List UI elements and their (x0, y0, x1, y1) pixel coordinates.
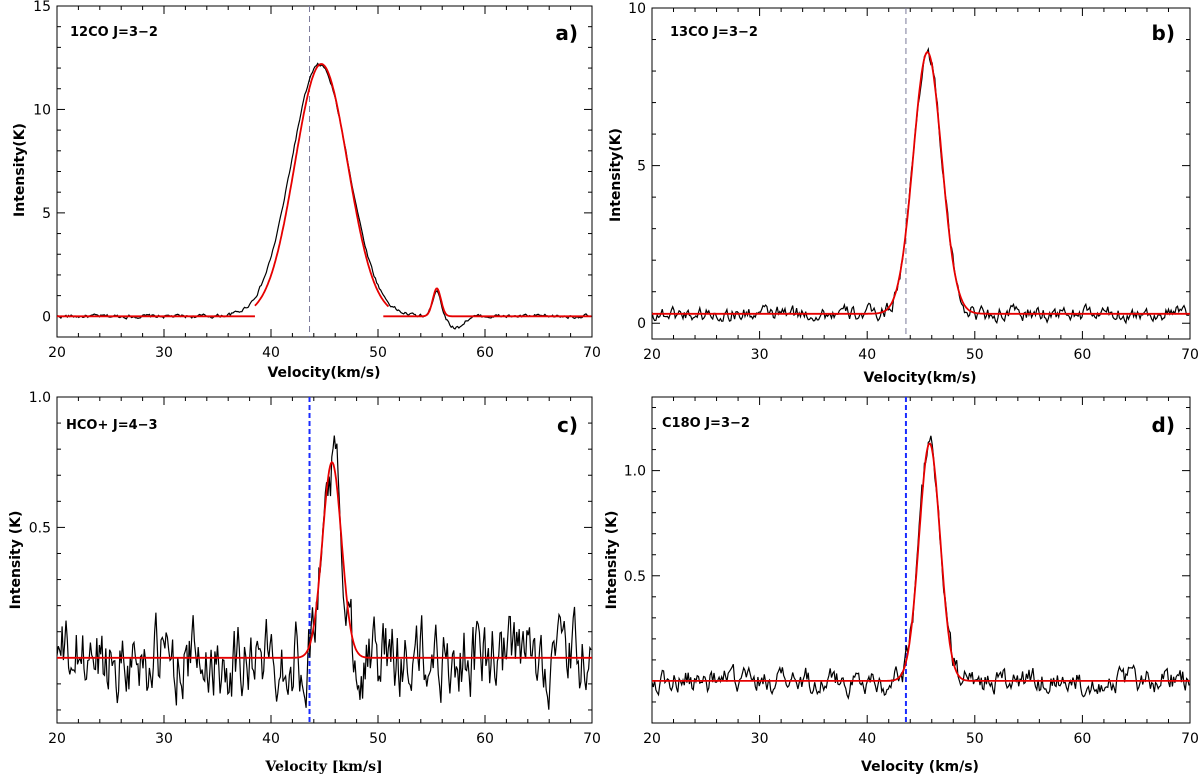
observed-spectrum (651, 435, 1190, 700)
gaussian-fit-curve (57, 461, 592, 659)
x-tick-label: 30 (751, 347, 769, 363)
y-tick-label: 15 (33, 0, 51, 15)
panel-c: HCO+ J=4−3 c) Velocity [km/s] Intensity … (8, 390, 601, 775)
panel-a-title: 12CO J=3−2 (70, 25, 158, 40)
x-tick-label: 40 (858, 731, 876, 747)
panel-b-xlabel: Velocity(km/s) (863, 370, 976, 386)
x-tick-label: 20 (48, 345, 66, 361)
x-tick-label: 60 (476, 731, 494, 747)
x-tick-label: 70 (1181, 347, 1199, 363)
x-tick-label: 20 (643, 347, 661, 363)
x-tick-label: 20 (48, 731, 66, 747)
panel-a-frame (56, 5, 593, 338)
x-tick-label: 20 (643, 731, 661, 747)
x-tick-label: 50 (369, 345, 387, 361)
panel-d-xlabel: Velocity (km/s) (861, 759, 979, 775)
x-tick-label: 50 (369, 731, 387, 747)
gaussian-fit-curve (652, 51, 1190, 315)
x-tick-label: 60 (476, 345, 494, 361)
x-tick-label: 40 (858, 347, 876, 363)
panel-a-letter: a) (555, 21, 578, 45)
panel-c-title: HCO+ J=4−3 (66, 418, 158, 433)
gaussian-fit-curve (652, 442, 1190, 682)
y-tick-label: 0.5 (624, 569, 646, 585)
panel-b-letter: b) (1152, 21, 1175, 45)
panel-a-xlabel: Velocity(km/s) (267, 365, 380, 381)
panel-b-ylabel: Intensity(K) (608, 128, 624, 222)
observed-spectrum (56, 62, 592, 330)
panel-c-ylabel: Intensity (K) (8, 511, 24, 610)
x-tick-label: 60 (1073, 731, 1091, 747)
panel-d: C18O J=3−2 d) Velocity (km/s) Intensity … (604, 396, 1199, 775)
x-tick-label: 40 (262, 345, 280, 361)
y-tick-label: 1.0 (29, 390, 51, 406)
x-tick-label: 70 (1181, 731, 1199, 747)
x-tick-label: 40 (262, 731, 280, 747)
panel-d-letter: d) (1152, 413, 1175, 437)
y-tick-label: 0.5 (29, 520, 51, 536)
panel-c-letter: c) (557, 413, 578, 437)
panel-a: 12CO J=3−2 a) Velocity(km/s) Intensity(K… (12, 0, 601, 381)
panel-b-frame (651, 7, 1191, 340)
x-tick-label: 70 (583, 731, 601, 747)
x-tick-label: 70 (583, 345, 601, 361)
x-tick-label: 30 (155, 345, 173, 361)
panel-d-title: C18O J=3−2 (662, 416, 750, 431)
observed-spectrum (651, 46, 1190, 325)
panel-b-title: 13CO J=3−2 (670, 25, 758, 40)
y-tick-label: 5 (637, 159, 646, 175)
y-tick-label: 0 (637, 316, 646, 332)
panel-d-ylabel: Intensity (K) (604, 511, 620, 610)
panel-c-frame (56, 396, 593, 724)
x-tick-label: 50 (966, 347, 984, 363)
y-tick-label: 10 (628, 1, 646, 17)
panel-b: 13CO J=3−2 b) Velocity(km/s) Intensity(K… (608, 1, 1199, 386)
panel-a-ylabel: Intensity(K) (12, 123, 28, 217)
y-tick-label: 5 (42, 206, 51, 222)
gaussian-fit-curve (254, 63, 390, 308)
x-tick-label: 30 (751, 731, 769, 747)
gaussian-fit-curve (383, 287, 592, 318)
y-tick-label: 10 (33, 102, 51, 118)
x-tick-label: 30 (155, 731, 173, 747)
panel-d-frame (651, 396, 1191, 724)
x-tick-label: 50 (966, 731, 984, 747)
y-tick-label: 0 (42, 309, 51, 325)
panel-c-xlabel: Velocity [km/s] (264, 759, 382, 775)
x-tick-label: 60 (1073, 347, 1091, 363)
observed-spectrum (56, 435, 592, 710)
y-tick-label: 1.0 (624, 464, 646, 480)
